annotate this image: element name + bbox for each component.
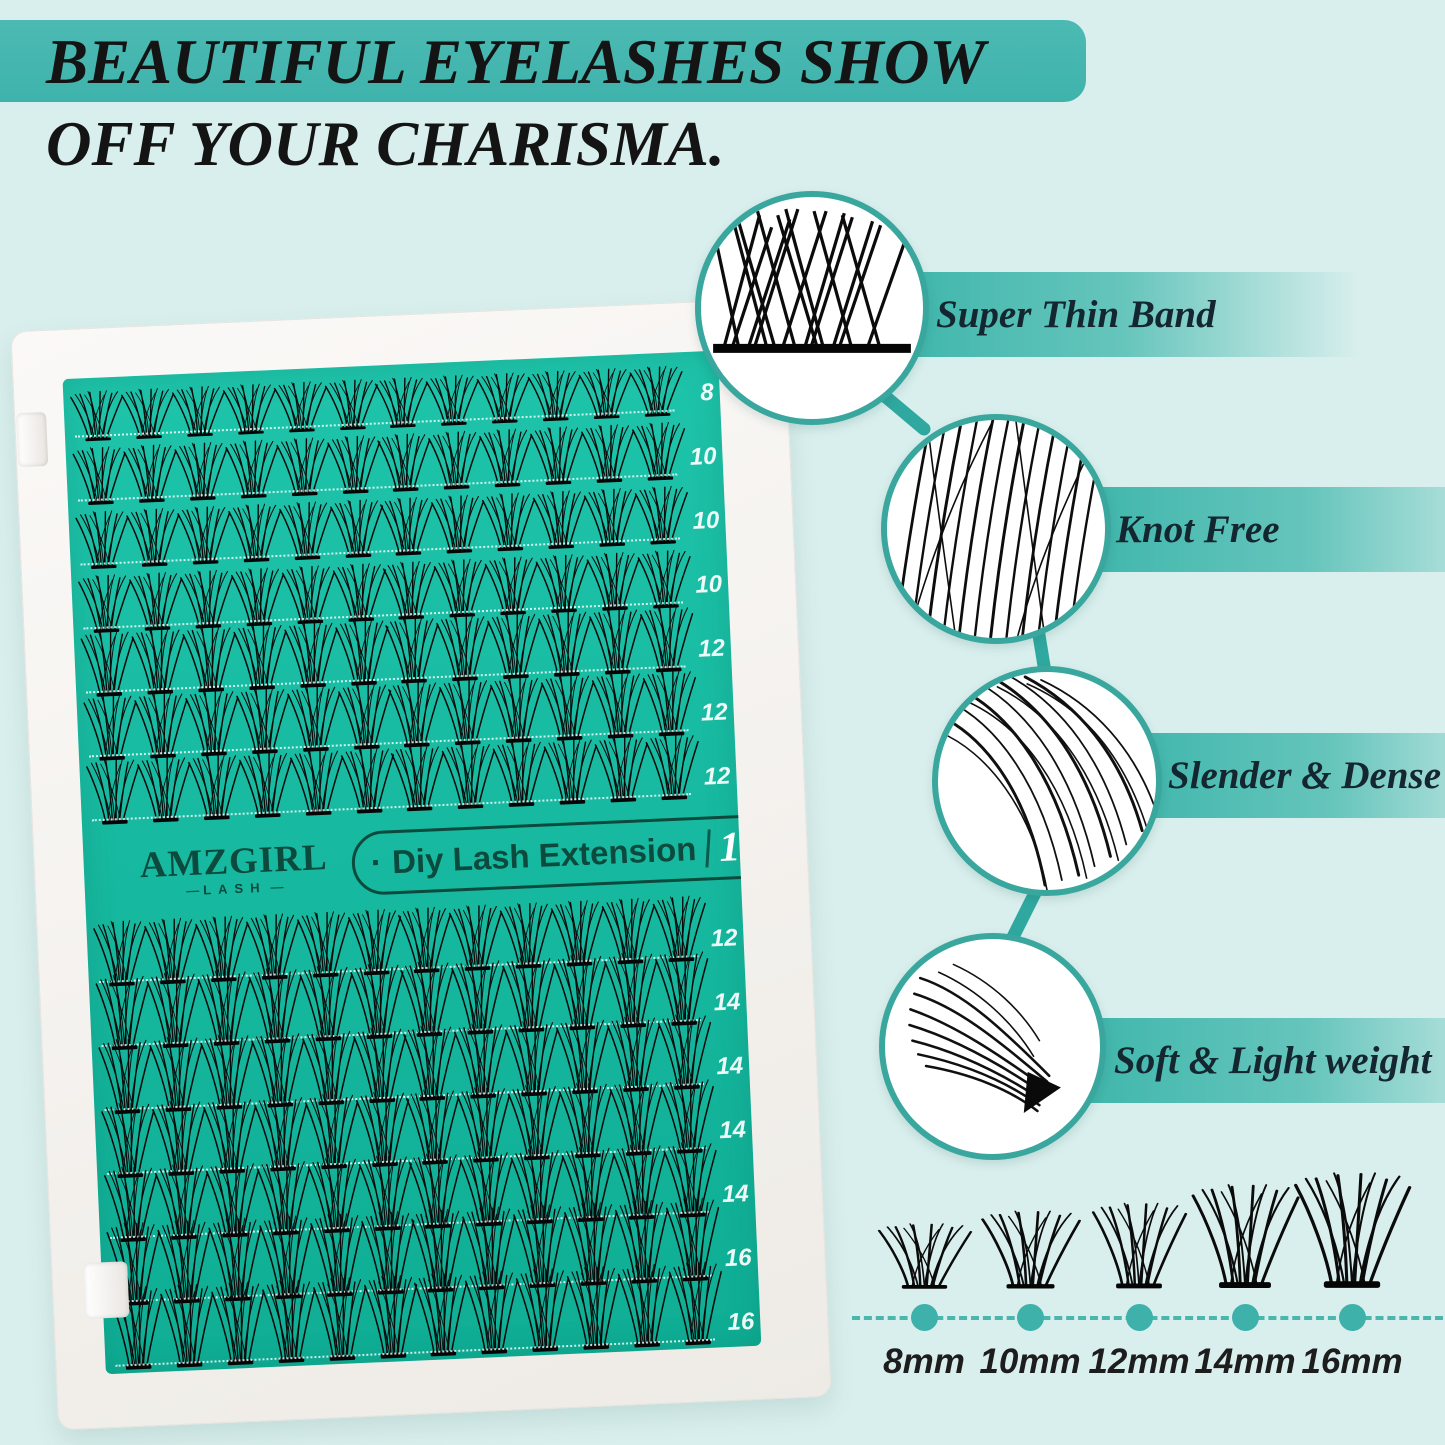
row-size-label: 14 [721, 1180, 749, 1209]
zoom-circle-knot-free [881, 414, 1111, 644]
lash-cluster-graphic [634, 548, 695, 610]
bag-zip-tab-top [16, 412, 48, 467]
super-thin-band-photo [701, 197, 923, 419]
lash-tray-photo: 8101010121212 AMZGIRL LASH · Diy Lash Ex… [10, 298, 831, 1431]
lash-cluster-graphic [629, 420, 690, 482]
row-size-label: 14 [716, 1052, 744, 1081]
size-dot [1126, 1304, 1153, 1331]
row-size-label: 12 [710, 924, 738, 953]
size-label: 12mm [1079, 1342, 1199, 1382]
row-size-label: 10 [695, 571, 723, 600]
row-size-label: 12 [703, 762, 731, 791]
feature-label-knot-free: Knot Free [1116, 507, 1280, 552]
size-label: 14mm [1185, 1342, 1305, 1382]
zoom-circle-slender-dense [932, 666, 1162, 896]
size-chart: 8mm 10mm 12mm 14mm 16mm [852, 1150, 1443, 1400]
tray-rows-bottom: 12 14 14 14 14 16 16 [86, 896, 761, 1372]
brand-name: AMZGIRL [139, 839, 328, 885]
lash-cluster-graphic [643, 732, 704, 802]
zoom-circle-soft-light [879, 933, 1106, 1160]
product-name-pill: · Diy Lash Extension 168PCS · [350, 808, 761, 896]
size-dot [1232, 1304, 1259, 1331]
size-label: 8mm [864, 1342, 984, 1382]
pill-dot-left: · [370, 843, 383, 882]
size-dot [1339, 1304, 1366, 1331]
feature-label-super-thin: Super Thin Band [936, 292, 1216, 337]
zoom-circle-super-thin-band [695, 191, 929, 425]
slender-dense-photo [938, 672, 1156, 890]
size-dot [911, 1304, 938, 1331]
knot-free-photo [887, 420, 1105, 638]
tray-rows-top: 8101010121212 [63, 351, 738, 827]
row-size-label: 16 [724, 1244, 752, 1273]
feature-label-slender-dense: Slender & Dense [1168, 753, 1441, 798]
page-title-line1: BEAUTIFUL EYELASHES SHOW [46, 26, 985, 99]
row-size-label: 14 [719, 1116, 747, 1145]
size-sample-cluster [1288, 1170, 1416, 1290]
size-label: 10mm [970, 1342, 1090, 1382]
lash-cluster-graphic [632, 484, 693, 546]
page-title-line2: OFF YOUR CHARISMA. [46, 108, 725, 181]
size-label: 16mm [1292, 1342, 1412, 1382]
size-dot [1017, 1304, 1044, 1331]
lash-cluster-graphic [637, 604, 698, 674]
tray-surface: 8101010121212 AMZGIRL LASH · Diy Lash Ex… [63, 351, 762, 1375]
feature-label-soft-light: Soft & Light weight [1114, 1038, 1431, 1083]
lash-cluster-graphic [666, 1259, 728, 1347]
row-size-label: 14 [713, 988, 741, 1017]
soft-light-weight-photo [885, 939, 1100, 1154]
size-sample-cluster [976, 1209, 1085, 1290]
size-sample-cluster [1186, 1182, 1304, 1290]
size-sample-cluster [873, 1222, 976, 1290]
row-size-label: 12 [700, 698, 728, 727]
size-sample-cluster [1087, 1201, 1191, 1290]
row-size-label: 10 [692, 507, 720, 536]
pill-divider [705, 829, 710, 867]
row-size-label: 12 [698, 635, 726, 664]
product-name: Diy Lash Extension [391, 830, 697, 881]
brand-block: AMZGIRL LASH [139, 839, 329, 900]
row-size-label: 10 [689, 443, 717, 472]
row-size-label: 16 [727, 1308, 755, 1337]
lash-cluster-graphic [640, 668, 701, 738]
bag-zip-tab-bottom [83, 1261, 129, 1319]
